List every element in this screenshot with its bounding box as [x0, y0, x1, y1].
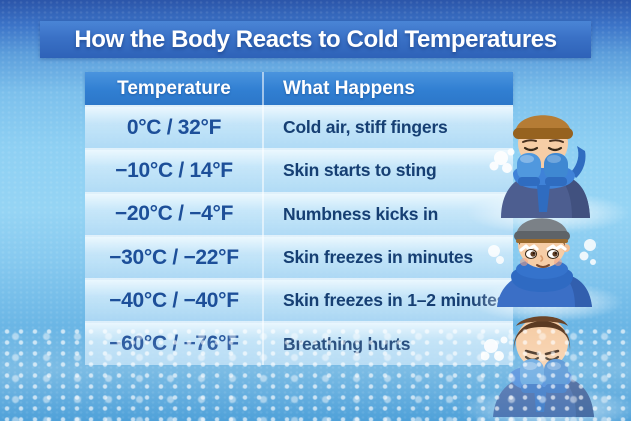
table-header-row: Temperature What Happens — [85, 72, 513, 105]
illustration-boy-gray-beanie-frosty-eyebrows — [488, 218, 596, 307]
effect-cell: Skin starts to sting — [283, 160, 437, 181]
temperature-cell: −40°C / −40°F — [109, 288, 239, 312]
effect-cell: Breathing hurts — [283, 333, 411, 354]
temperature-cell: −20°C / −4°F — [114, 202, 234, 226]
temperature-effects-table: Temperature What Happens 0°C / 32°F Cold… — [85, 72, 513, 365]
illustration-boy-brown-beanie-warming-hands — [489, 115, 590, 218]
effect-cell: Numbness kicks in — [283, 203, 439, 224]
effect-cell: Skin freezes in 1–2 minutes — [283, 290, 507, 311]
temperature-cell: −60°C / −76°F — [109, 332, 239, 356]
effect-cell: Cold air, stiff fingers — [283, 117, 448, 138]
table-row: −40°C / −40°F Skin freezes in 1–2 minute… — [85, 278, 513, 322]
snow-puffs-icon — [488, 239, 596, 265]
table-row: −30°C / −22°F Skin freezes in minutes — [85, 234, 513, 279]
breath-puffs-icon — [489, 148, 515, 173]
temperature-cell: −10°C / 14°F — [115, 158, 233, 182]
effect-cell: Skin freezes in minutes — [283, 247, 473, 268]
temperature-cell: 0°C / 32°F — [126, 115, 222, 139]
column-header-what-happens: What Happens — [283, 77, 415, 99]
page-title: How the Body Reacts to Cold Temperatures — [74, 25, 557, 53]
table-row: −60°C / −76°F Breathing hurts — [85, 321, 513, 365]
title-banner: How the Body Reacts to Cold Temperatures — [40, 21, 591, 58]
table-row: −20°C / −4°F Numbness kicks in — [85, 191, 513, 235]
column-header-temperature: Temperature — [117, 77, 231, 99]
table-row: −10°C / 14°F Skin starts to sting — [85, 148, 513, 192]
breath-puffs-icon — [481, 336, 508, 361]
illustration-boy-no-hat-eyes-shut — [481, 316, 594, 417]
temperature-cell: −30°C / −22°F — [109, 245, 239, 269]
table-row: 0°C / 32°F Cold air, stiff fingers — [85, 105, 513, 149]
column-divider — [262, 72, 264, 365]
